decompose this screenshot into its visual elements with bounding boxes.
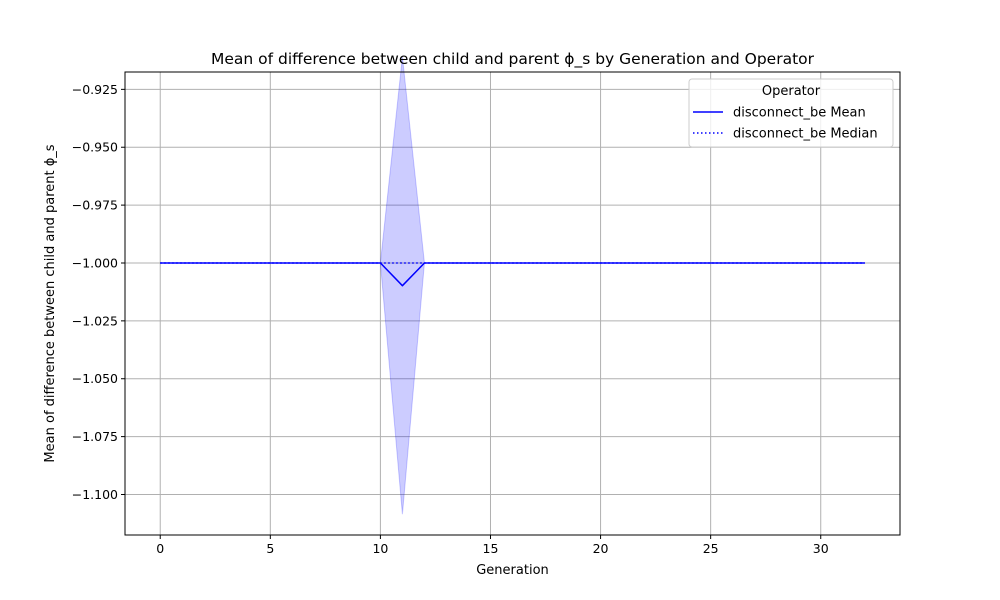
- legend-box: [688, 78, 894, 148]
- x-tick-label: 15: [483, 541, 499, 556]
- x-tick-label: 20: [593, 541, 609, 556]
- x-tick-label: 30: [813, 541, 829, 556]
- x-ticks: 0 5 10 15 20 25 30: [156, 535, 829, 556]
- y-ticks: −0.925 −0.950 −0.975 −1.000 −1.025 −1.050 −1.0…: [72, 82, 125, 502]
- y-axis-label: Mean of difference between child and par…: [43, 144, 58, 462]
- y-tick-label: −1.100: [72, 487, 118, 502]
- x-tick-label: 5: [266, 541, 274, 556]
- y-tick-label: −0.950: [72, 140, 118, 155]
- x-tick-label: 25: [703, 541, 719, 556]
- chart-title: Mean of difference between child and par…: [211, 50, 815, 69]
- legend: Operator disconnect_be Mean disconnect_b…: [688, 78, 894, 148]
- confidence-band: [160, 56, 865, 515]
- y-tick-label: −1.025: [72, 313, 118, 328]
- plot-frame: [124, 71, 901, 536]
- x-tick-label: 0: [156, 541, 164, 556]
- x-axis-label: Generation: [476, 563, 549, 578]
- series-lines: [160, 262, 865, 287]
- legend-entry-median: disconnect_be Median: [733, 127, 878, 142]
- y-tick-label: −0.975: [72, 198, 118, 213]
- y-tick-label: −1.050: [72, 371, 118, 386]
- x-tick-label: 10: [372, 541, 388, 556]
- y-tick-label: −1.000: [72, 255, 118, 270]
- band-area: [160, 56, 865, 515]
- y-tick-label: −0.925: [72, 82, 118, 97]
- legend-entry-mean: disconnect_be Mean: [733, 106, 866, 121]
- legend-title: Operator: [762, 84, 821, 99]
- y-tick-label: −1.075: [72, 429, 118, 444]
